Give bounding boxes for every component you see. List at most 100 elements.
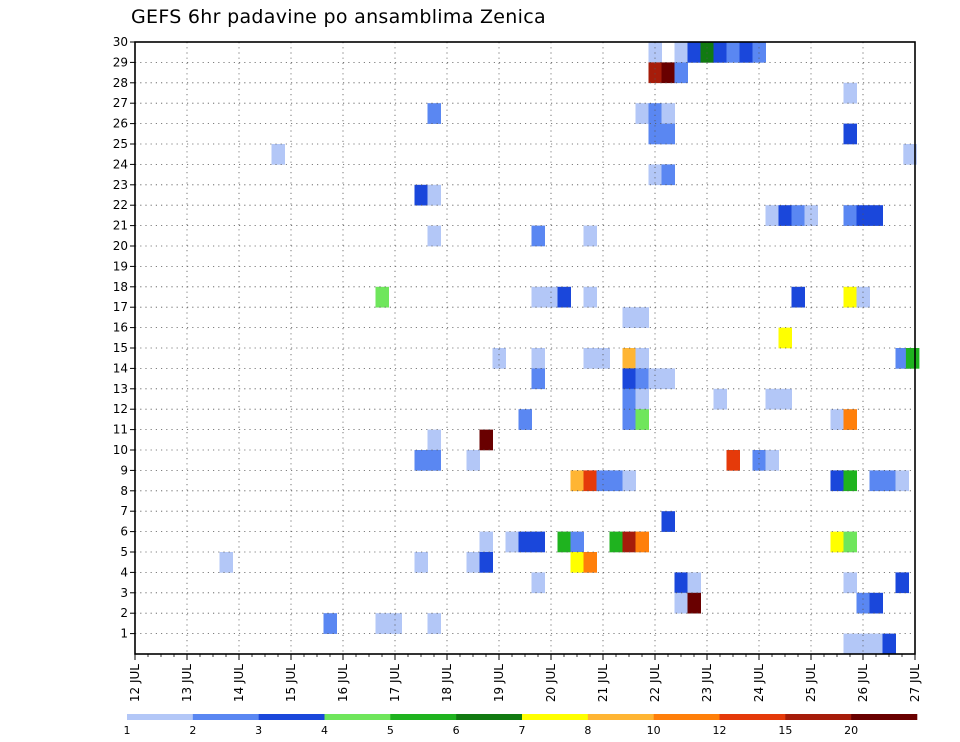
heatmap-cell: [479, 531, 493, 553]
heatmap-cell: [414, 552, 428, 573]
heatmap-cell: [466, 450, 480, 471]
x-tick-label: 23 JUL: [700, 664, 714, 702]
heatmap-cell: [778, 327, 792, 349]
heatmap-cell: [661, 368, 675, 390]
heatmap-cell: [622, 470, 636, 492]
heatmap-cell: [375, 286, 389, 308]
x-tick-label: 27 JUL: [908, 664, 922, 702]
y-tick-label: 19: [113, 259, 128, 273]
heatmap-cell: [570, 552, 584, 573]
heatmap-cell: [905, 348, 920, 369]
y-tick-label: 7: [120, 504, 128, 518]
y-tick-label: 6: [120, 525, 128, 539]
heatmap-cell: [869, 633, 883, 655]
chart-title: GEFS 6hr padavine po ansamblima Zenica: [131, 6, 546, 28]
colorbar-swatch: [456, 714, 523, 720]
y-tick-label: 28: [113, 76, 128, 90]
plot-frame: [134, 41, 916, 655]
heatmap-cell: [856, 633, 870, 655]
heatmap-cell: [388, 613, 402, 634]
y-tick-label: 12: [113, 402, 128, 416]
heatmap-cell: [726, 42, 740, 63]
heatmap-cell: [635, 531, 649, 553]
heatmap-cell: [427, 103, 441, 124]
heatmap-cell: [661, 62, 675, 84]
heatmap-cell: [622, 348, 636, 369]
heatmap-cell: [479, 429, 493, 451]
colorbar: 1 2 3 4 5 6 7 8 10 12 15 20: [124, 714, 918, 737]
y-tick-label: 17: [113, 300, 128, 314]
heatmap-cell: [583, 225, 597, 247]
heatmap-cells: [219, 42, 920, 655]
heatmap-cell: [466, 552, 480, 573]
x-tick-label: 19 JUL: [492, 664, 506, 702]
heatmap-cell: [713, 42, 727, 63]
heatmap-cell: [622, 388, 636, 410]
y-tick-label: 15: [113, 341, 128, 355]
heatmap-cell: [635, 103, 649, 124]
colorbar-swatch: [324, 714, 391, 720]
heatmap-cell: [856, 205, 870, 226]
heatmap-cell: [869, 205, 883, 226]
colorbar-label: 4: [321, 724, 328, 737]
y-tick-label: 18: [113, 280, 128, 294]
colorbar-swatch: [719, 714, 786, 720]
y-tick-label: 4: [120, 565, 128, 579]
heatmap-cell: [622, 368, 636, 390]
colorbar-swatch: [127, 714, 194, 720]
heatmap-cell: [531, 368, 545, 390]
heatmap-cell: [674, 42, 688, 63]
heatmap-cell: [323, 613, 337, 634]
heatmap-cell: [895, 348, 909, 369]
heatmap-cell: [622, 531, 636, 553]
heatmap-cell: [583, 286, 597, 308]
x-tick-label: 13 JUL: [180, 664, 194, 702]
colorbar-label: 3: [255, 724, 262, 737]
grid-lines: [135, 42, 915, 654]
heatmap-cell: [375, 613, 389, 634]
colorbar-label: 12: [713, 724, 727, 737]
heatmap-cell: [492, 348, 506, 369]
heatmap-cell: [479, 552, 493, 573]
heatmap-cell: [843, 409, 857, 430]
heatmap-cell: [531, 348, 545, 369]
heatmap-cell: [518, 409, 532, 430]
y-tick-label: 27: [113, 96, 128, 110]
heatmap-cell: [583, 552, 597, 573]
heatmap-cell: [778, 388, 792, 410]
heatmap-cell: [531, 225, 545, 247]
heatmap-cell: [622, 409, 636, 430]
colorbar-swatch: [587, 714, 654, 720]
y-tick-label: 13: [113, 382, 128, 396]
x-tick-label: 14 JUL: [232, 664, 246, 702]
heatmap-cell: [635, 348, 649, 369]
y-tick-label: 2: [120, 606, 128, 620]
heatmap-cell: [557, 531, 571, 553]
heatmap-cell: [778, 205, 792, 226]
heatmap-cell: [622, 307, 636, 328]
heatmap-cell: [427, 450, 441, 471]
heatmap-cell: [661, 511, 675, 532]
colorbar-label: 7: [519, 724, 526, 737]
x-tick-label: 24 JUL: [752, 664, 766, 702]
heatmap-cell: [609, 531, 623, 553]
heatmap-cell: [791, 286, 805, 308]
heatmap-cell: [830, 470, 844, 492]
heatmap-cell: [843, 205, 857, 226]
heatmap-cell: [674, 62, 688, 84]
heatmap-cell: [414, 450, 428, 471]
heatmap-cell: [674, 572, 688, 594]
heatmap-cell: [739, 42, 753, 63]
heatmap-cell: [648, 123, 662, 145]
y-tick-label: 20: [113, 239, 128, 253]
heatmap-cell: [531, 572, 545, 594]
heatmap-cell: [661, 103, 675, 124]
heatmap-cell: [843, 82, 857, 104]
heatmap-cell: [518, 531, 532, 553]
heatmap-cell: [427, 613, 441, 634]
x-tick-label: 20 JUL: [544, 664, 558, 702]
heatmap-cell: [843, 123, 857, 145]
heatmap-cell: [882, 470, 896, 492]
colorbar-swatch: [390, 714, 457, 720]
heatmap-cell: [505, 531, 519, 553]
